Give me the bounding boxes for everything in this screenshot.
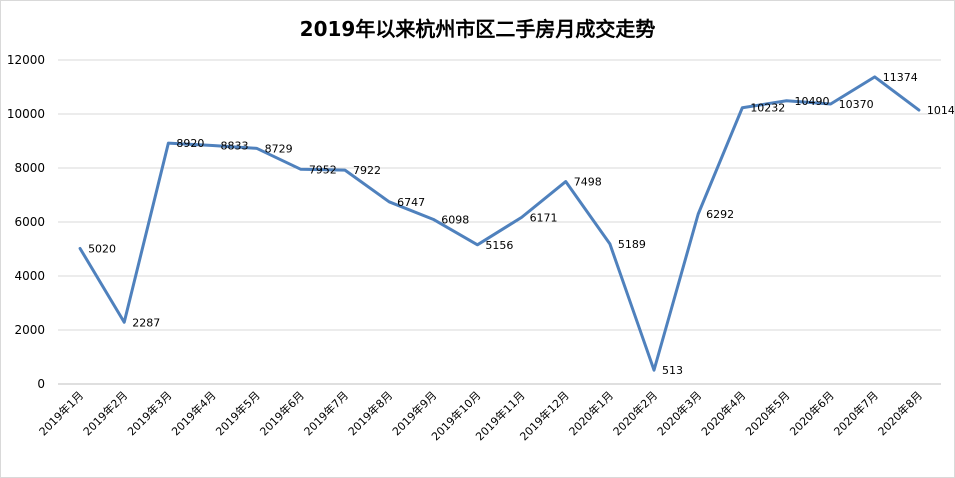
data-labels: 5020 2287 8920 8833 8729 7952 7922 6747 6098 5156… <box>88 71 954 377</box>
x-tick-label: 2019年4月 <box>168 388 218 438</box>
chart-title: 2019年以来杭州市区二手房月成交走势 <box>299 17 656 41</box>
x-tick-label: 2019年2月 <box>80 388 130 438</box>
data-label: 7952 <box>309 163 337 176</box>
data-label: 8833 <box>221 140 249 153</box>
x-tick-label: 2020年5月 <box>742 388 792 438</box>
x-tick-label: 2019年3月 <box>124 388 174 438</box>
data-label: 513 <box>662 364 683 377</box>
x-tick-label: 2020年2月 <box>610 388 660 438</box>
data-label: 6292 <box>706 208 734 221</box>
data-label: 10370 <box>839 98 874 111</box>
x-tick-label: 2019年6月 <box>257 388 307 438</box>
x-tick-label: 2020年8月 <box>875 388 925 438</box>
x-axis-ticks: 2019年1月2019年2月2019年3月2019年4月2019年5月2019年… <box>36 388 925 443</box>
x-tick-label: 2020年6月 <box>787 388 837 438</box>
data-label: 11374 <box>883 71 918 84</box>
data-label: 5020 <box>88 242 116 255</box>
data-label: 8729 <box>265 142 293 155</box>
y-tick-label: 4000 <box>14 269 45 283</box>
x-tick-label: 2019年5月 <box>213 388 263 438</box>
y-tick-label: 2000 <box>14 323 45 337</box>
x-tick-label: 2020年1月 <box>566 388 616 438</box>
data-label: 6747 <box>397 196 425 209</box>
x-tick-label: 2019年1月 <box>36 388 86 438</box>
y-axis-ticks: 0 2000 4000 6000 8000 10000 12000 <box>7 53 45 391</box>
x-tick-label: 2020年4月 <box>698 388 748 438</box>
y-tick-label: 6000 <box>14 215 45 229</box>
y-tick-label: 8000 <box>14 161 45 175</box>
data-label: 7498 <box>574 176 602 189</box>
gridlines <box>58 59 941 385</box>
series-line-layer <box>78 75 921 372</box>
data-label: 5156 <box>485 239 513 252</box>
data-label: 6171 <box>530 211 558 224</box>
y-tick-label: 12000 <box>7 53 45 67</box>
data-label: 10144 <box>927 104 954 117</box>
x-tick-label: 2019年8月 <box>345 388 395 438</box>
x-tick-label: 2020年3月 <box>654 388 704 438</box>
data-label: 5189 <box>618 238 646 251</box>
x-tick-label: 2019年7月 <box>301 388 351 438</box>
data-label: 6098 <box>441 213 469 226</box>
data-label: 7922 <box>353 164 381 177</box>
x-tick-label: 2020年7月 <box>831 388 881 438</box>
y-tick-label: 10000 <box>7 107 45 121</box>
data-label: 10490 <box>794 95 829 108</box>
series-line <box>78 75 921 372</box>
data-label: 10232 <box>750 102 785 115</box>
data-label: 2287 <box>132 316 160 329</box>
data-label: 8920 <box>176 137 204 150</box>
y-tick-label: 0 <box>37 377 45 391</box>
